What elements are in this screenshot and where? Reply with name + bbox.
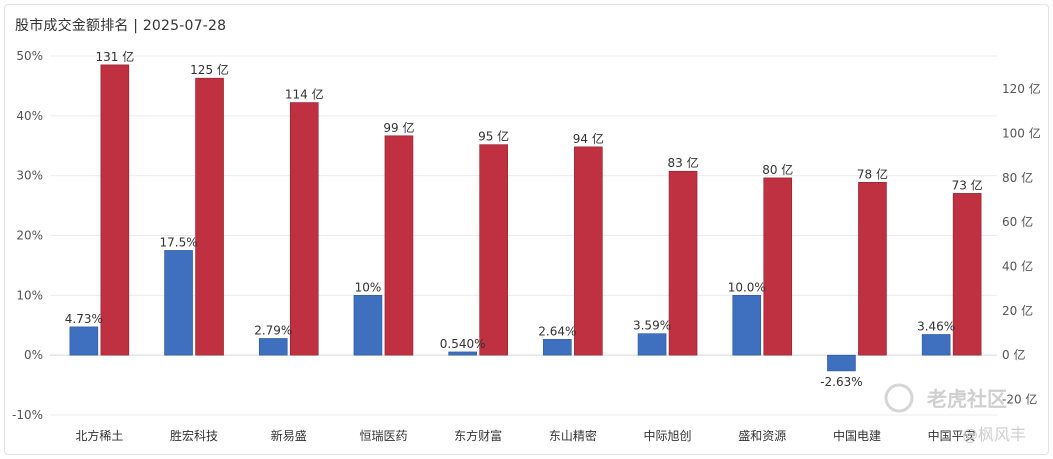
left-tick-label: 10%: [16, 288, 43, 302]
bar-change: [69, 326, 99, 356]
left-y-axis: 50% 40% 30% 20% 10% 0% -10%: [12, 49, 43, 422]
right-tick-label: -20 亿: [1002, 391, 1037, 406]
category-label: 中际旭创: [644, 428, 692, 443]
data-label-change: 10%: [355, 280, 382, 294]
category-labels: 北方稀土 胜宏科技 新易盛 恒瑞医药 东方财富 东山精密 中际旭创 盛和资源 中国电建 中国平安: [75, 428, 975, 443]
data-label-turnover: 78 亿: [857, 166, 888, 181]
category-label: 中国电建: [833, 428, 881, 443]
left-tick-label: 30%: [16, 169, 43, 183]
bar-change: [164, 250, 193, 356]
data-label-turnover: 95 亿: [478, 129, 509, 144]
data-label-change: 2.64%: [538, 324, 576, 338]
right-tick-label: 40 亿: [1002, 259, 1033, 274]
category-label: 东山精密: [549, 428, 597, 443]
right-tick-label: 100 亿: [1002, 126, 1041, 141]
right-tick-label: 20 亿: [1002, 303, 1033, 318]
category-label: 盛和资源: [738, 428, 786, 443]
bar-turnover: [952, 193, 982, 356]
bar-change: [637, 333, 667, 356]
bar-turnover: [384, 135, 414, 356]
bar-change: [732, 295, 762, 356]
data-label-turnover: 73 亿: [952, 177, 983, 192]
data-label-change: 17.5%: [159, 235, 197, 249]
right-tick-label: 80 亿: [1002, 170, 1033, 185]
bar-change: [448, 351, 477, 356]
bar-change: [921, 334, 951, 356]
bar-turnover: [763, 177, 793, 356]
left-tick-label: 0%: [24, 348, 43, 362]
data-label-turnover: 131 亿: [95, 49, 134, 64]
bar-turnover: [574, 146, 603, 356]
data-label-change: 10.0%: [728, 280, 766, 294]
data-labels: 4.73% 131 亿 17.5% 125 亿 2.79% 114 亿 10% 99 亿 0.5…: [65, 49, 983, 389]
category-label: 北方稀土: [75, 428, 123, 443]
left-tick-label: 20%: [16, 229, 43, 243]
bar-turnover: [289, 102, 319, 356]
bar-turnover: [195, 77, 224, 356]
right-tick-label: 0 亿: [1002, 347, 1025, 362]
bar-turnover: [100, 64, 130, 356]
left-tick-label: 50%: [16, 49, 43, 63]
bar-change: [827, 354, 856, 372]
data-label-change: 3.46%: [917, 319, 955, 333]
data-label-change: -2.63%: [820, 375, 862, 389]
bar-change: [543, 339, 572, 356]
right-tick-label: 120 亿: [1002, 81, 1041, 96]
left-tick-label: -10%: [12, 408, 43, 422]
bar-turnover: [668, 170, 698, 356]
right-tick-label: 60 亿: [1002, 214, 1033, 229]
watermark-subtext: @枫风丰: [962, 425, 1026, 444]
data-label-change: 3.59%: [633, 319, 671, 333]
bar-change: [258, 338, 288, 356]
category-label: 中国平安: [928, 428, 976, 443]
data-label-change: 2.79%: [254, 323, 292, 337]
bar-change: [353, 295, 383, 356]
category-label: 胜宏科技: [170, 428, 218, 443]
bar-turnover: [479, 144, 508, 356]
data-label-turnover: 94 亿: [573, 131, 604, 146]
data-label-turnover: 99 亿: [383, 120, 414, 135]
data-label-turnover: 83 亿: [668, 155, 699, 170]
data-label-change: 4.73%: [65, 312, 103, 326]
category-label: 恒瑞医药: [359, 429, 407, 443]
bar-turnover: [858, 182, 887, 356]
right-y-axis: 120 亿 100 亿 80 亿 60 亿 40 亿 20 亿 0 亿 -20 亿: [1002, 81, 1041, 406]
category-label: 新易盛: [271, 428, 307, 443]
watermark-logo-icon: [884, 383, 914, 413]
data-label-turnover: 125 亿: [190, 62, 229, 77]
bars: [69, 64, 982, 372]
watermark: 老虎社区 @枫风丰: [884, 383, 1026, 444]
category-label: 东方财富: [454, 428, 502, 443]
watermark-text: 老虎社区: [927, 387, 1007, 411]
data-label-change: 0.540%: [440, 337, 486, 351]
chart-title: 股市成交金额排名 | 2025-07-28: [15, 18, 227, 34]
left-tick-label: 40%: [16, 109, 43, 123]
data-label-turnover: 114 亿: [285, 87, 324, 102]
data-label-turnover: 80 亿: [762, 162, 793, 177]
